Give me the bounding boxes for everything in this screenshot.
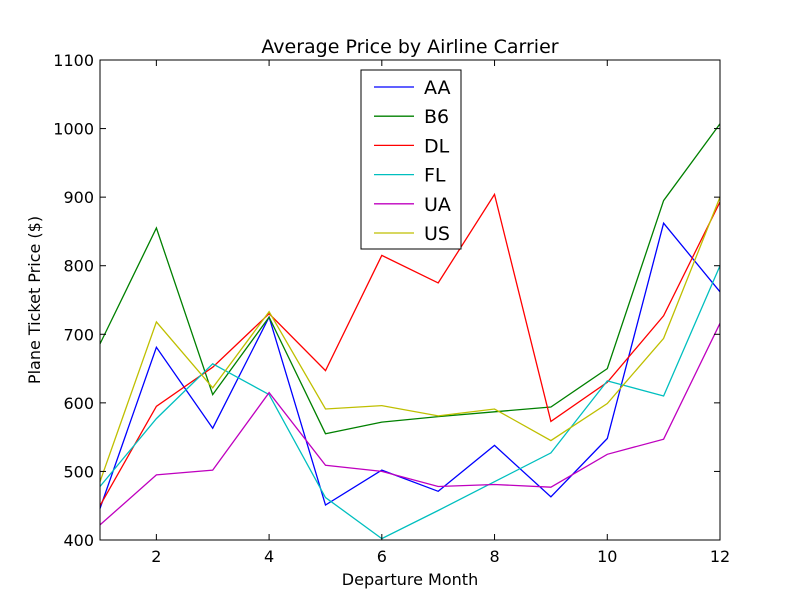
legend-label-fl: FL: [424, 165, 446, 187]
x-axis-ticks: 2 4 6 8 10 12: [151, 60, 730, 566]
chart-title: Average Price by Airline Carrier: [261, 36, 558, 58]
y-tick-label: 800: [63, 257, 94, 276]
legend-label-dl: DL: [424, 135, 450, 157]
x-tick-label: 2: [151, 547, 161, 566]
y-tick-label: 700: [63, 325, 94, 344]
x-axis-label: Departure Month: [342, 570, 478, 589]
series-line-ua: [99, 323, 721, 526]
x-tick-label: 10: [597, 547, 617, 566]
y-tick-label: 1000: [53, 120, 94, 139]
series-lines: [99, 123, 721, 540]
legend-label-b6: B6: [424, 106, 449, 128]
y-tick-label: 500: [63, 462, 94, 481]
legend-label-ua: UA: [424, 194, 451, 216]
x-tick-label: 8: [489, 547, 499, 566]
series-line-us: [99, 196, 721, 482]
series-line-fl: [99, 265, 721, 540]
legend-label-aa: AA: [424, 77, 451, 99]
legend-box: [360, 69, 462, 250]
y-axis-label: Plane Ticket Price ($): [25, 216, 44, 384]
legend-label-us: US: [424, 223, 450, 245]
x-tick-label: 12: [710, 547, 730, 566]
x-tick-label: 6: [377, 547, 387, 566]
y-tick-label: 400: [63, 531, 94, 550]
legend: AA B6 DL FL UA US: [360, 69, 462, 250]
plot-frame: [99, 59, 721, 541]
y-tick-label: 900: [63, 188, 94, 207]
series-line-b6: [99, 123, 721, 435]
series-line-aa: [99, 221, 721, 509]
y-axis-ticks: 400 500 600 700 800 900 1000 1100: [53, 51, 720, 550]
y-tick-label: 600: [63, 394, 94, 413]
x-tick-label: 4: [264, 547, 274, 566]
y-tick-label: 1100: [53, 51, 94, 70]
